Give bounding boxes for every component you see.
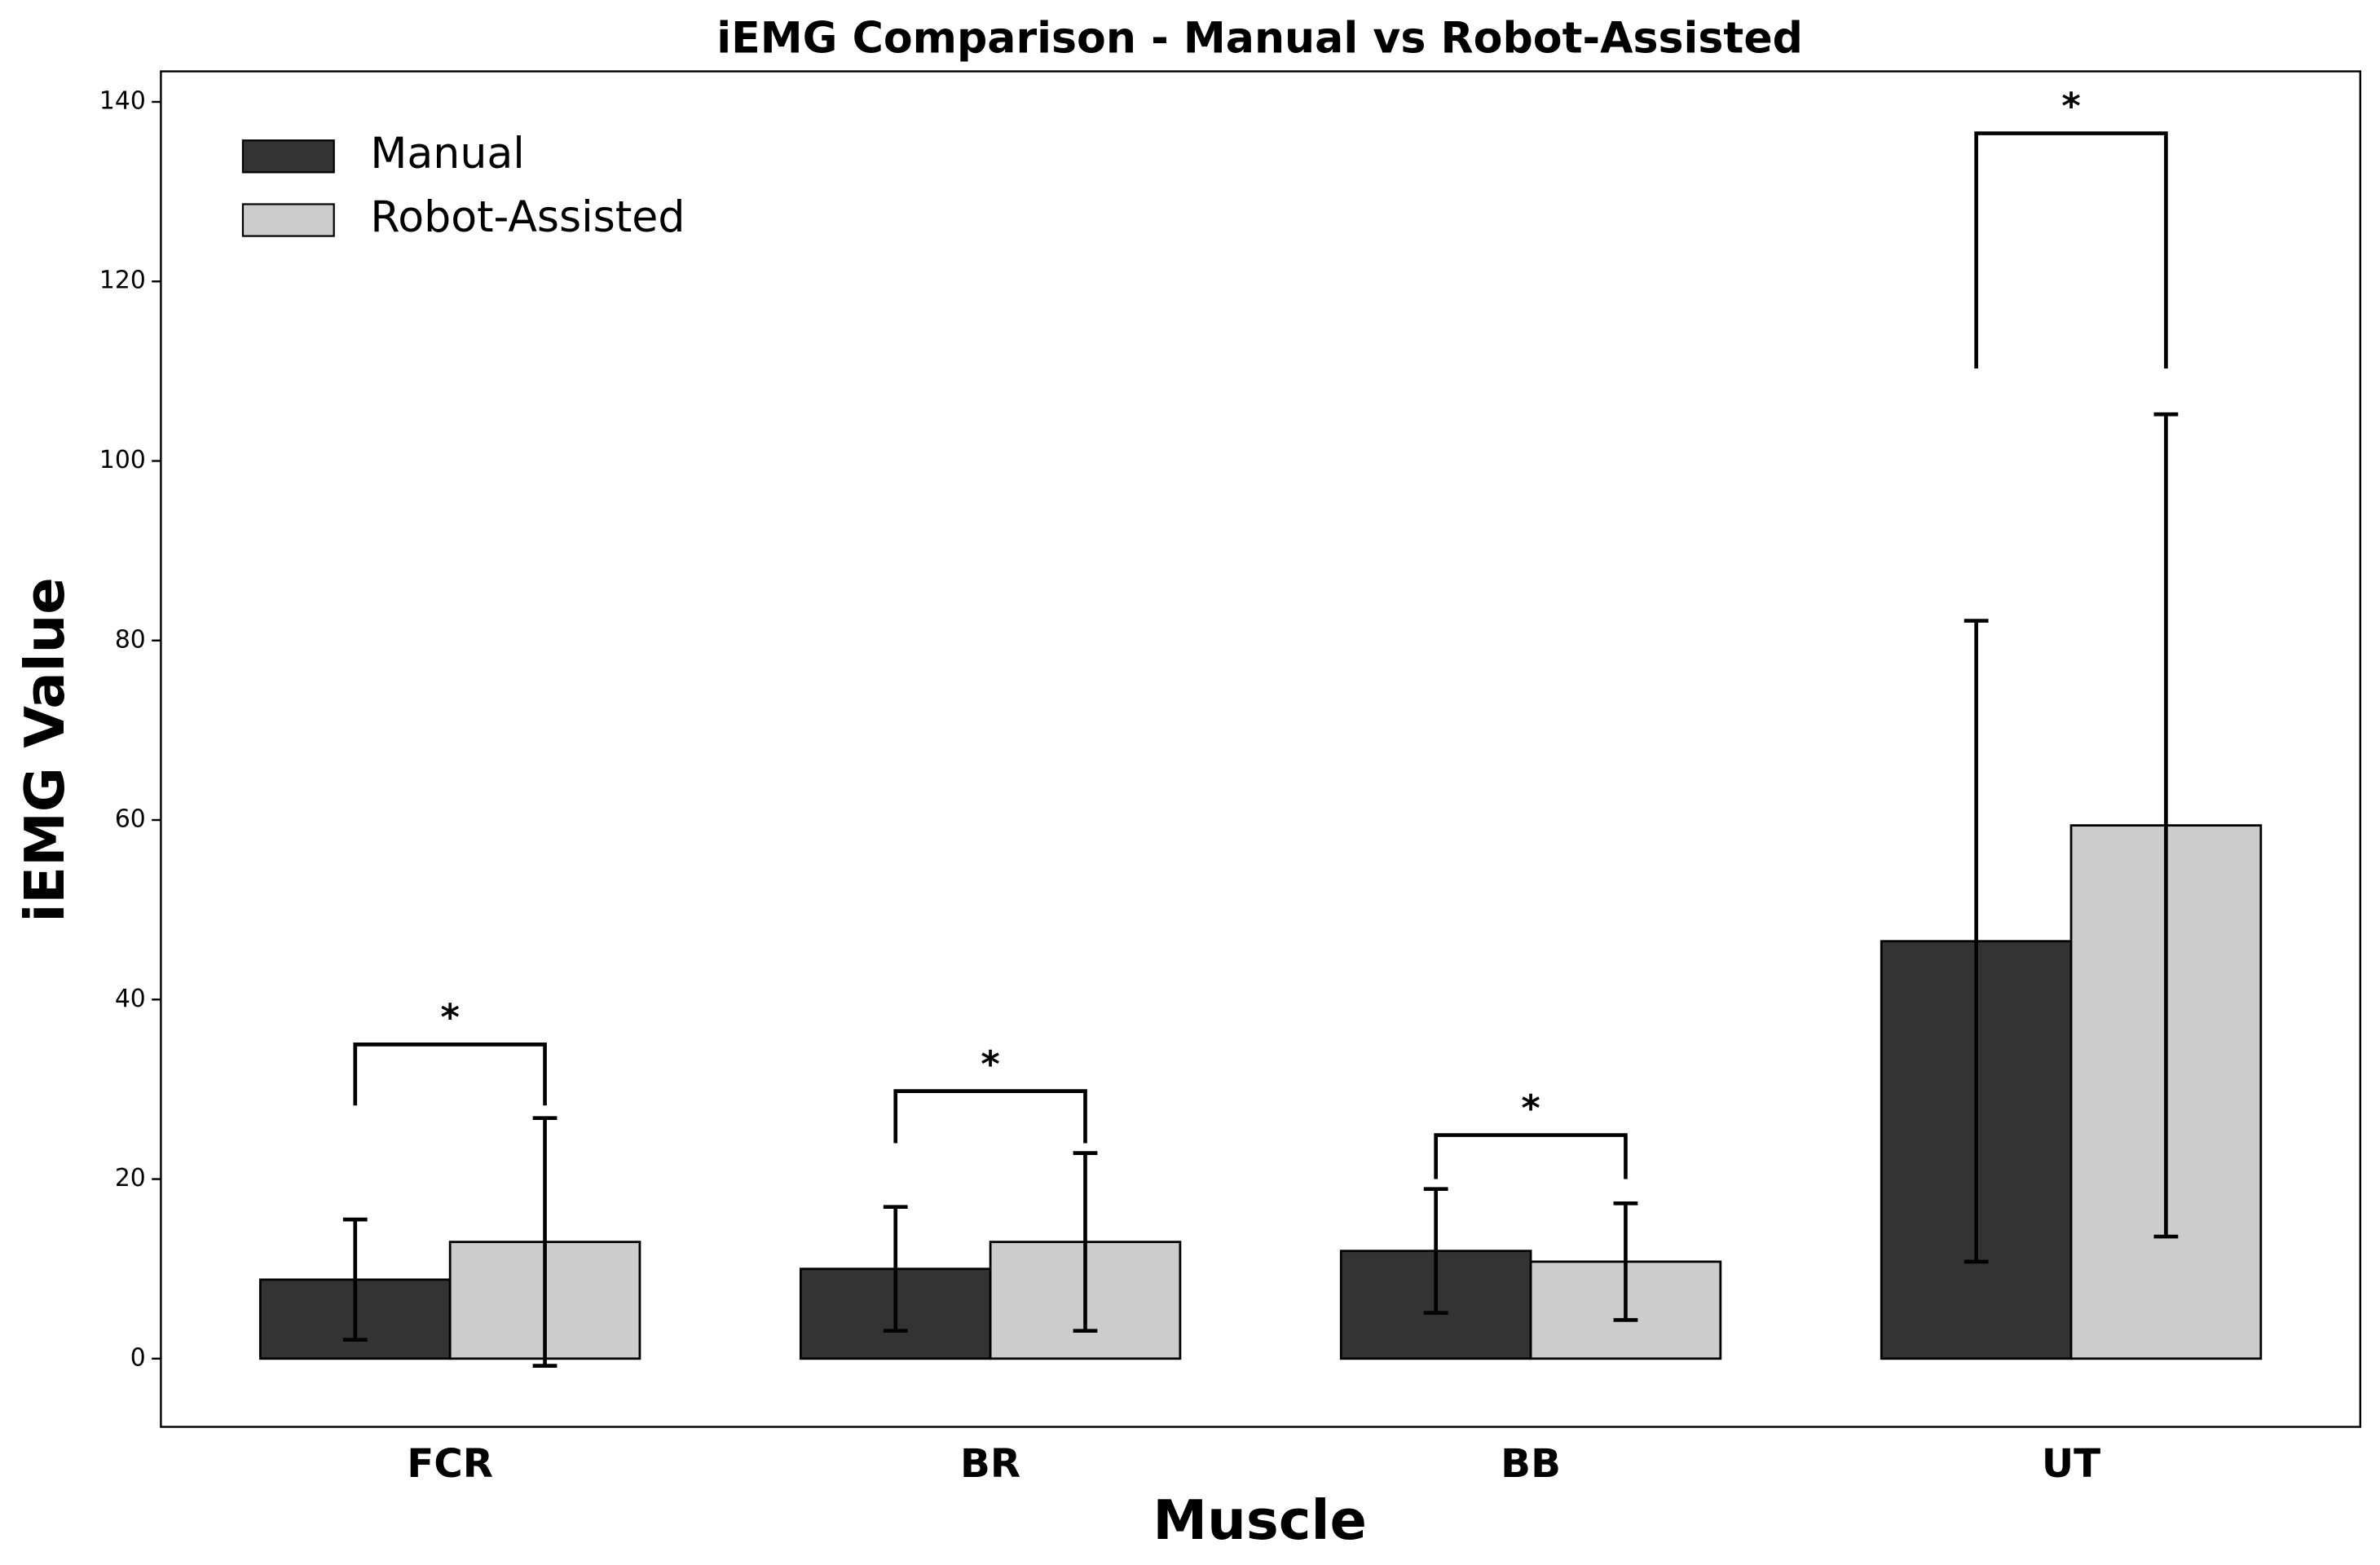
y-tick-label: 40: [115, 985, 146, 1013]
y-tick-label: 140: [99, 86, 146, 115]
y-tick-label: 0: [130, 1343, 146, 1372]
significance-label: *: [1521, 1087, 1540, 1130]
x-tick-label: BB: [1501, 1441, 1561, 1487]
significance-bracket: [893, 1089, 1087, 1144]
x-tick-label: FCR: [407, 1441, 493, 1487]
significance-label: *: [2061, 86, 2080, 128]
x-tick-label: BR: [960, 1441, 1020, 1487]
y-tick-label: 100: [99, 446, 146, 474]
error-bar: [1423, 1187, 1448, 1315]
legend-label: Robot-Assisted: [370, 193, 685, 242]
error-bar: [1613, 1201, 1638, 1322]
y-tick-label: 20: [115, 1164, 146, 1192]
significance-label: *: [981, 1043, 999, 1086]
error-bar: [2153, 412, 2179, 1239]
error-bar: [883, 1205, 908, 1334]
chart-title: iEMG Comparison - Manual vs Robot-Assist…: [716, 14, 1803, 63]
x-axis-label: Muscle: [1153, 1488, 1367, 1552]
significance-bracket: [1434, 1133, 1628, 1179]
y-tick-label: 60: [115, 805, 146, 834]
error-bar: [342, 1217, 368, 1342]
legend-swatch: [241, 203, 335, 237]
y-tick-label: 120: [99, 267, 146, 295]
y-tick-label: 80: [115, 625, 146, 654]
error-bar: [1964, 619, 1989, 1264]
error-bar: [532, 1116, 558, 1368]
significance-label: *: [440, 997, 459, 1039]
significance-bracket: [1974, 131, 2168, 369]
x-tick-label: UT: [2042, 1441, 2100, 1487]
legend-label: Manual: [370, 130, 524, 179]
legend-swatch: [241, 139, 335, 174]
significance-bracket: [353, 1043, 547, 1106]
error-bar: [1073, 1151, 1098, 1334]
y-axis-label: iEMG Value: [13, 577, 77, 922]
plot-frame: [160, 70, 2362, 1428]
